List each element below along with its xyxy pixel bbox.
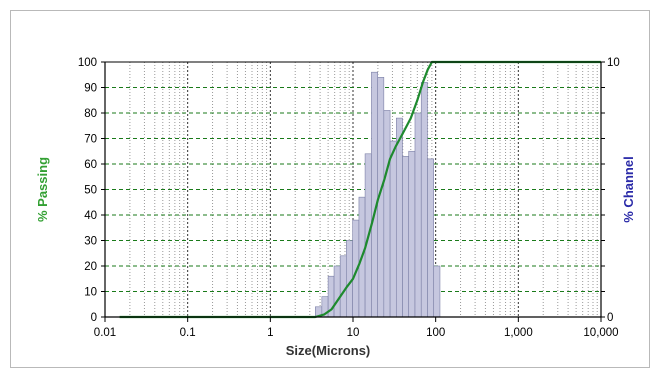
percent-passing-line [119, 60, 601, 319]
y-left-tick-label: 40 [84, 210, 97, 222]
y-left-tick-label: 80 [84, 108, 97, 120]
y-right-axis-title: % Channel [621, 156, 636, 222]
y-left-tick-label: 60 [84, 159, 97, 171]
histogram-bar [371, 71, 379, 318]
y-left-tick-label: 50 [84, 185, 97, 197]
y-left-tick-label: 20 [84, 261, 97, 273]
y-left-tick-label: 0 [91, 312, 97, 324]
x-tick-labels: 0.01 0.1 1 10 100 1,000 10,000 [94, 327, 619, 339]
histogram-bar [414, 112, 422, 318]
y-left-tick-label: 90 [84, 83, 97, 95]
x-tick-label: 10 [347, 327, 360, 339]
chart-frame: 0.01 0.1 1 10 100 1,000 10,000 0 10 20 30 40 50 60 70… [10, 10, 650, 368]
axes-layer [101, 61, 605, 322]
histogram-bar [427, 158, 435, 318]
x-tick-label: 0.1 [180, 327, 196, 339]
histogram-bar [408, 150, 416, 318]
x-tick-label: 10,000 [583, 327, 618, 339]
x-tick-label: 1,000 [504, 327, 533, 339]
x-tick-label: 0.01 [94, 327, 116, 339]
histogram-bar [333, 265, 341, 318]
x-axis-title: Size(Microns) [286, 343, 371, 358]
passing-curve-layer [119, 60, 601, 319]
histogram-bar [383, 110, 391, 318]
histogram-layer [315, 71, 441, 318]
y-right-tick-label: 0 [607, 312, 613, 324]
histogram-bar [389, 140, 397, 318]
histogram-bar [402, 156, 410, 318]
y-left-tick-labels: 0 10 20 30 40 50 60 70 80 90 100 [78, 57, 97, 324]
histogram-bar [433, 265, 441, 318]
y-left-tick-label: 10 [84, 287, 97, 299]
particle-size-chart: 0.01 0.1 1 10 100 1,000 10,000 010203040506070… [35, 57, 636, 358]
y-right-tick-label: 10 [607, 57, 620, 69]
histogram-bar [339, 255, 347, 318]
x-tick-label: 1 [267, 327, 273, 339]
histogram-bar [420, 82, 428, 318]
y-left-tick-label: 100 [78, 57, 97, 69]
y-left-tick-label: 30 [84, 236, 97, 248]
y-right-tick-labels: 0 10 [607, 57, 620, 324]
x-tick-label: 100 [426, 327, 445, 339]
y-left-tick-label: 70 [84, 134, 97, 146]
histogram-bar [395, 117, 403, 318]
y-left-axis-title: % Passing [35, 157, 50, 222]
